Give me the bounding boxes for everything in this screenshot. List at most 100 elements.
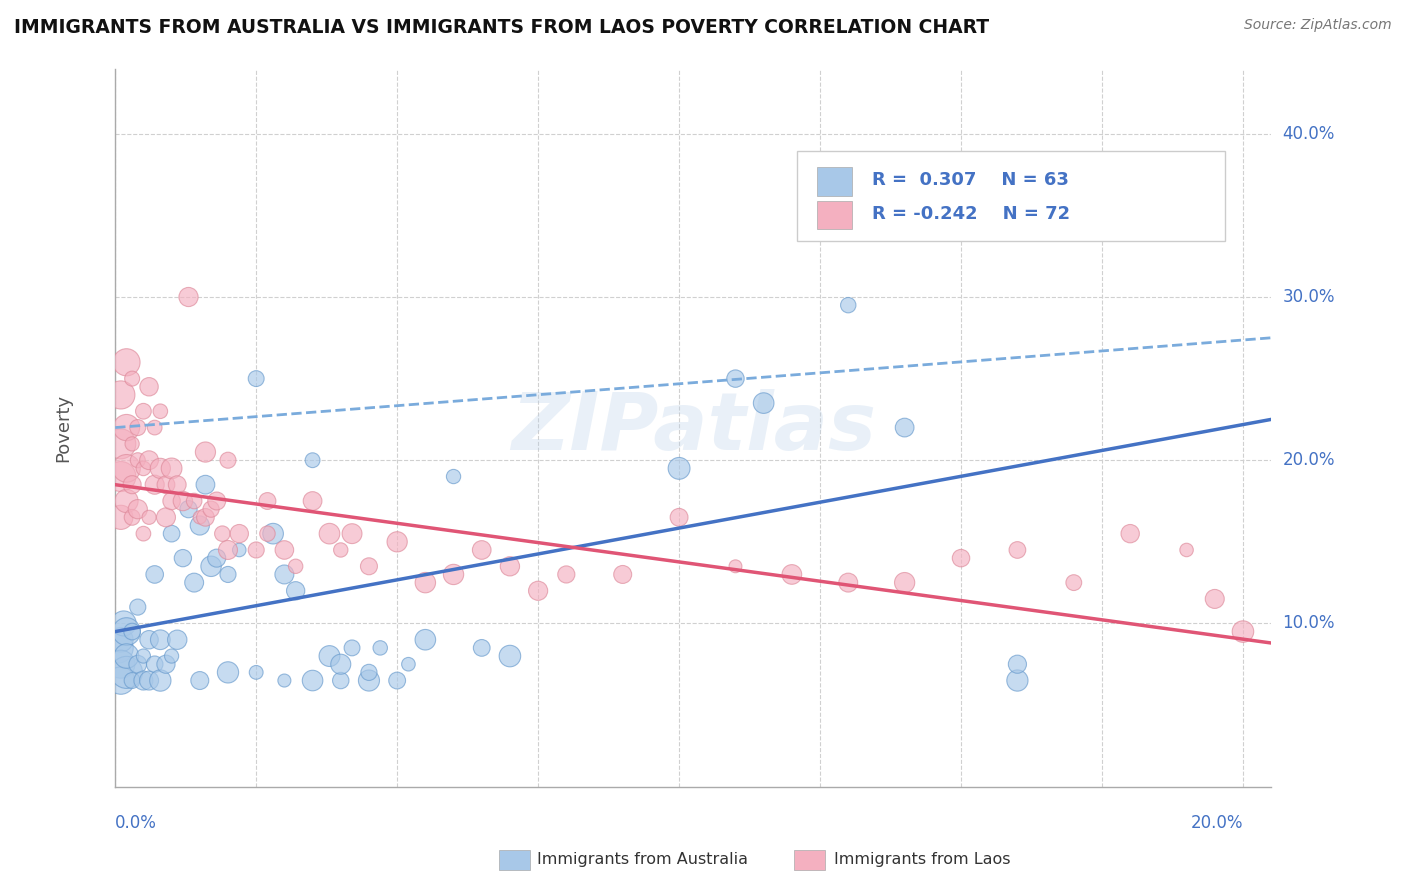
Point [1119, 526, 1142, 541]
Point [950, 551, 973, 566]
Point [837, 575, 859, 590]
Point [132, 526, 155, 541]
Point [329, 543, 352, 558]
Text: ZIPatlas: ZIPatlas [510, 389, 876, 467]
Point [160, 461, 183, 475]
Point [1175, 543, 1198, 558]
Point [1063, 575, 1085, 590]
Point [127, 600, 149, 615]
Point [160, 648, 183, 663]
Point [284, 583, 307, 598]
Point [284, 559, 307, 574]
Point [188, 510, 211, 524]
Point [127, 420, 149, 434]
Point [188, 518, 211, 533]
Point [301, 453, 323, 467]
Point [172, 494, 194, 508]
Text: 40.0%: 40.0% [1282, 125, 1334, 143]
Point [166, 632, 188, 647]
Point [112, 616, 135, 631]
Point [443, 567, 465, 582]
Point [132, 648, 155, 663]
Point [115, 461, 138, 475]
Point [668, 510, 690, 524]
Point [138, 453, 160, 467]
Point [194, 445, 217, 459]
Point [724, 371, 747, 385]
Point [132, 673, 155, 688]
Text: 10.0%: 10.0% [1282, 615, 1334, 632]
Point [396, 657, 419, 672]
Point [443, 469, 465, 483]
Point [499, 648, 522, 663]
FancyBboxPatch shape [797, 151, 1225, 241]
Point [127, 502, 149, 516]
Point [200, 502, 222, 516]
Text: 20.0%: 20.0% [1282, 451, 1334, 469]
Text: R =  0.307    N = 63: R = 0.307 N = 63 [872, 171, 1069, 189]
Point [127, 657, 149, 672]
Text: 30.0%: 30.0% [1282, 288, 1334, 306]
Point [357, 665, 380, 680]
Point [149, 461, 172, 475]
Point [160, 526, 183, 541]
Point [121, 624, 143, 639]
Point [143, 420, 166, 434]
Point [149, 404, 172, 418]
Point [143, 567, 166, 582]
Point [194, 510, 217, 524]
Point [471, 640, 494, 655]
Point [612, 567, 634, 582]
Point [273, 543, 295, 558]
Point [329, 673, 352, 688]
FancyBboxPatch shape [817, 201, 852, 229]
Point [107, 640, 129, 655]
Point [668, 461, 690, 475]
Point [115, 624, 138, 639]
Point [143, 477, 166, 491]
Point [245, 543, 267, 558]
Point [121, 510, 143, 524]
Point [121, 477, 143, 491]
Point [138, 632, 160, 647]
Point [110, 437, 132, 451]
Point [115, 665, 138, 680]
Point [121, 371, 143, 385]
Point [301, 673, 323, 688]
Point [340, 640, 363, 655]
Point [217, 543, 239, 558]
Point [217, 567, 239, 582]
Point [110, 510, 132, 524]
Point [110, 673, 132, 688]
Text: Poverty: Poverty [55, 393, 72, 462]
Point [149, 673, 172, 688]
Point [228, 526, 250, 541]
Point [138, 510, 160, 524]
Point [273, 567, 295, 582]
Point [340, 526, 363, 541]
Point [188, 673, 211, 688]
Point [138, 380, 160, 394]
Point [893, 420, 915, 434]
Point [318, 648, 340, 663]
Point [368, 640, 391, 655]
Point [155, 477, 177, 491]
Point [115, 648, 138, 663]
Point [1007, 673, 1029, 688]
Point [527, 583, 550, 598]
Point [318, 526, 340, 541]
Point [149, 632, 172, 647]
Point [256, 526, 278, 541]
Text: Immigrants from Laos: Immigrants from Laos [834, 853, 1011, 867]
Point [205, 494, 228, 508]
Point [357, 673, 380, 688]
Text: 0.0%: 0.0% [115, 814, 157, 832]
Point [329, 657, 352, 672]
Point [893, 575, 915, 590]
Point [177, 502, 200, 516]
Point [499, 559, 522, 574]
Point [1007, 657, 1029, 672]
Point [172, 551, 194, 566]
Point [273, 673, 295, 688]
Point [1232, 624, 1254, 639]
